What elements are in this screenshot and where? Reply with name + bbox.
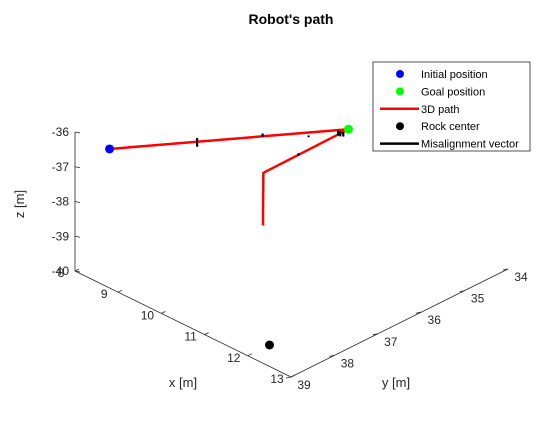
- y-tick-label: 35: [471, 292, 485, 306]
- y-axis-label: y [m]: [382, 375, 410, 390]
- axes: 8 9 10 11 12 13 34 35 36 37 38 39 -40 -39 -38 -37 -36 x […: [12, 125, 528, 392]
- legend-label: Initial position: [421, 69, 488, 81]
- x-tick: [247, 353, 252, 357]
- z-tick: [74, 201, 81, 203]
- rock-center-marker: [265, 340, 274, 350]
- legend-label: Rock center: [421, 121, 480, 133]
- z-tick-label: -38: [52, 195, 70, 209]
- x-tick-label: 13: [270, 372, 284, 386]
- legend-marker: [396, 122, 404, 131]
- y-tick-label: 39: [297, 378, 311, 392]
- y-axis-line: [290, 268, 509, 378]
- x-tick: [161, 311, 166, 314]
- x-tick-label: 11: [184, 330, 197, 344]
- z-tick: [74, 270, 81, 273]
- y-tick-label: 36: [428, 313, 442, 327]
- y-tick-label: 34: [514, 270, 528, 284]
- y-tick: [285, 376, 292, 379]
- y-tick-label: 37: [384, 335, 398, 349]
- legend-marker: [396, 87, 404, 96]
- legend[interactable]: Initial position Goal position 3D path Rock…: [372, 61, 531, 152]
- initial-position-marker: [105, 144, 115, 154]
- z-tick: [74, 235, 81, 238]
- x-axis-line: [74, 270, 292, 378]
- x-tick: [118, 289, 123, 293]
- goal-position-marker: [343, 124, 353, 134]
- chart-title: Robot's path: [249, 11, 334, 27]
- x-tick-label: 8: [58, 266, 65, 280]
- x-tick: [290, 374, 296, 378]
- y-tick: [329, 355, 335, 357]
- x-tick: [74, 268, 80, 272]
- z-tick: [74, 131, 81, 134]
- z-tick: [74, 166, 81, 169]
- z-tick-label: -37: [52, 160, 70, 174]
- data-layer: [105, 124, 353, 350]
- z-tick-label: -40: [52, 264, 70, 278]
- x-tick-label: 12: [227, 351, 241, 365]
- y-tick: [372, 333, 378, 336]
- z-axis-label: z [m]: [12, 190, 27, 218]
- legend-label: Misalignment vector: [421, 139, 519, 151]
- x-tick-label: 10: [141, 308, 155, 322]
- z-tick-label: -36: [52, 125, 70, 139]
- y-tick-label: 38: [341, 356, 355, 370]
- z-tick-label: -39: [52, 229, 70, 243]
- legend-label: 3D path: [421, 104, 460, 116]
- x-tick-label: 9: [101, 287, 108, 301]
- y-tick: [459, 290, 465, 292]
- path-line: [109, 127, 350, 226]
- legend-label: Goal position: [421, 86, 485, 98]
- y-tick: [416, 311, 422, 314]
- y-tick: [502, 268, 509, 271]
- legend-marker: [396, 70, 404, 78]
- x-axis-label: x [m]: [169, 375, 197, 390]
- x-tick: [204, 332, 209, 335]
